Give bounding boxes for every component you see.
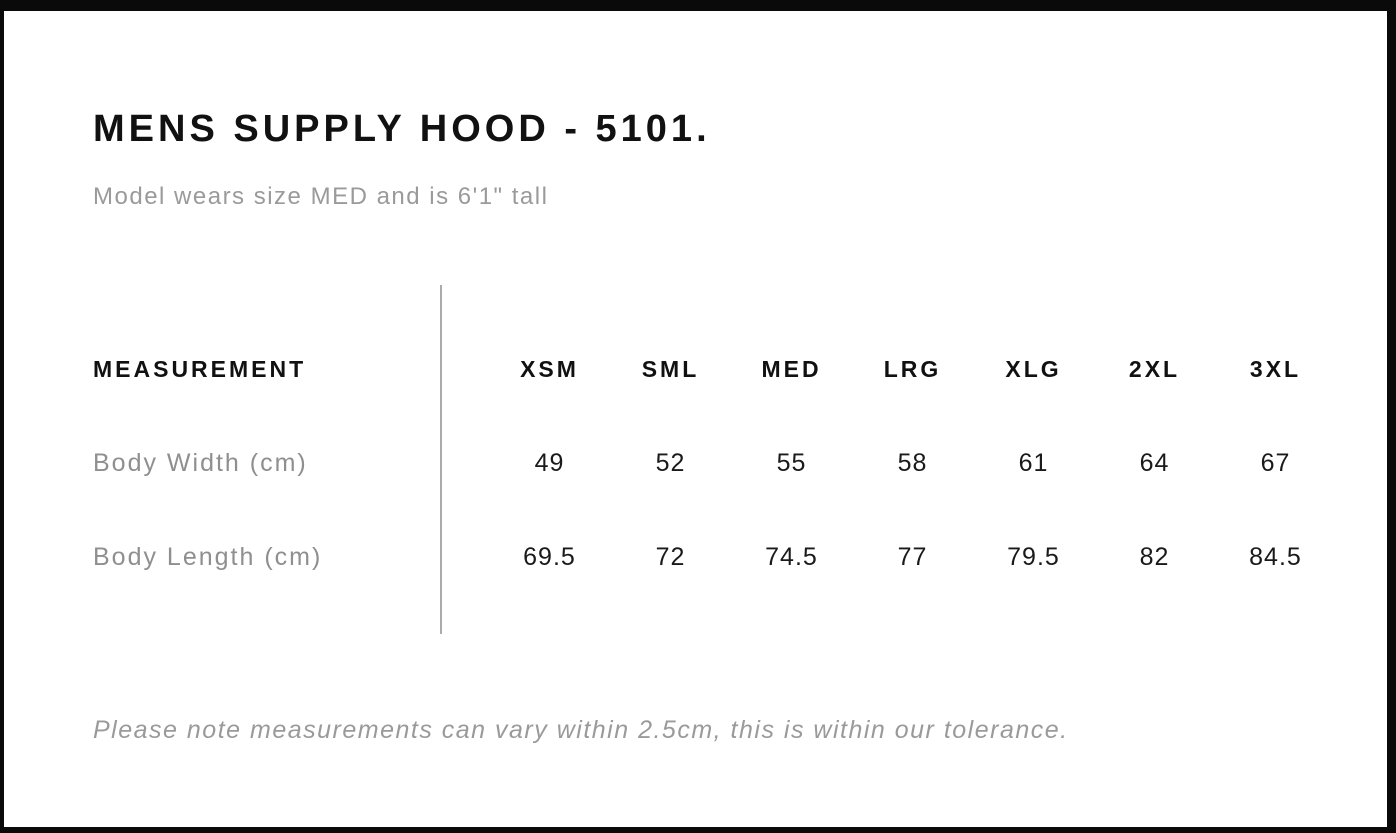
body-width-med: 55 (776, 448, 807, 477)
tolerance-note: Please note measurements can vary within… (93, 716, 1069, 744)
body-length-3xl: 84.5 (1249, 542, 1302, 571)
column-header-sml: SML (641, 355, 700, 382)
body-length-xsm: 69.5 (523, 542, 576, 571)
column-header-xlg: XLG (1005, 355, 1062, 382)
body-width-sml: 52 (655, 448, 686, 477)
page-title: MENS SUPPLY HOOD - 5101. (93, 108, 711, 150)
body-width-xlg: 61 (1018, 448, 1049, 477)
body-length-lrg: 77 (897, 542, 928, 571)
column-header-3xl: 3XL (1249, 355, 1302, 382)
body-width-2xl: 64 (1139, 448, 1170, 477)
body-width-3xl: 67 (1260, 448, 1291, 477)
model-size-info: Model wears size MED and is 6'1" tall (93, 183, 549, 210)
body-length-sml: 72 (655, 542, 686, 571)
column-header-measurement: MEASUREMENT (93, 355, 307, 382)
body-width-xsm: 49 (534, 448, 565, 477)
row-label-body-width: Body Width (cm) (93, 448, 308, 477)
row-label-body-length: Body Length (cm) (93, 542, 323, 571)
body-length-2xl: 82 (1139, 542, 1170, 571)
body-width-lrg: 58 (897, 448, 928, 477)
column-header-2xl: 2XL (1128, 355, 1181, 382)
column-header-med: MED (761, 355, 822, 382)
column-header-xsm: XSM (520, 355, 579, 382)
column-header-lrg: LRG (883, 355, 942, 382)
body-length-xlg: 79.5 (1007, 542, 1060, 571)
body-length-med: 74.5 (765, 542, 818, 571)
size-table: MEASUREMENT XSM SML MED LRG XLG 2XL 3XL … (93, 322, 1336, 604)
table-vertical-divider (440, 285, 442, 634)
